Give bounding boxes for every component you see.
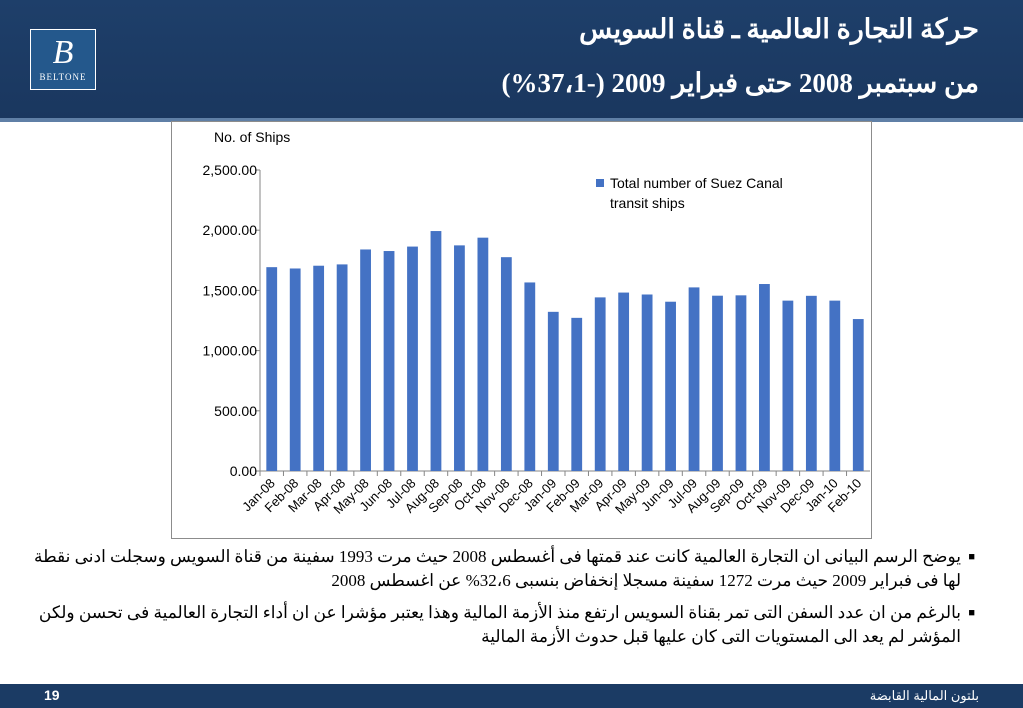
bar xyxy=(665,301,676,471)
bar xyxy=(336,264,348,471)
y-tick-label: 1,500.00 xyxy=(203,282,258,298)
bullet-item: ■ بالرغم من ان عدد السفن التى تمر بقناة … xyxy=(30,601,975,649)
header-divider xyxy=(0,118,1023,122)
slide-subtitle: من سبتمبر 2008 حتى فبراير 2009 (-37،1%) xyxy=(501,68,979,98)
bullet-square-icon: ■ xyxy=(968,607,975,619)
footer-brand: بلتون المالية القابضة xyxy=(869,688,979,703)
bar xyxy=(454,245,465,471)
bar xyxy=(430,231,442,471)
bar xyxy=(500,257,512,471)
y-tick-label: 1,000.00 xyxy=(203,343,258,359)
y-tick-label: 500.00 xyxy=(214,403,257,419)
bar-chart: No. of Ships 0.00 500.00 1,000.00 1,500.00 2,… xyxy=(203,129,870,517)
legend-label: Total number of Suez Canal xyxy=(610,175,783,191)
bar xyxy=(641,294,653,471)
bullet-list: ■ يوضح الرسم البيانى ان التجارة العالمية… xyxy=(30,545,975,657)
bar xyxy=(782,300,794,471)
bar xyxy=(594,297,606,471)
bar xyxy=(477,237,489,471)
bar xyxy=(735,295,747,471)
legend-label: transit ships xyxy=(610,195,685,211)
bar xyxy=(313,265,325,471)
logo-letter: B xyxy=(52,34,74,71)
bar xyxy=(360,249,371,471)
chart-container: No. of Ships 0.00 500.00 1,000.00 1,500.00 2,… xyxy=(171,121,872,539)
bar xyxy=(407,246,418,471)
page-number: 19 xyxy=(44,687,60,703)
slide-footer: 19 بلتون المالية القابضة xyxy=(0,684,1023,708)
y-tick-label: 2,000.00 xyxy=(203,222,258,238)
bar xyxy=(805,295,817,471)
bar xyxy=(829,300,841,471)
bar xyxy=(571,317,583,471)
logo-text: BELTONE xyxy=(39,72,87,82)
bar xyxy=(524,282,536,471)
y-axis-label: No. of Ships xyxy=(214,129,290,145)
y-tick-label: 2,500.00 xyxy=(203,162,258,178)
bar xyxy=(759,284,770,471)
bar xyxy=(266,267,278,471)
bar xyxy=(383,251,395,471)
legend-swatch xyxy=(596,179,604,187)
bullet-text: يوضح الرسم البيانى ان التجارة العالمية ك… xyxy=(33,547,961,590)
bullet-square-icon: ■ xyxy=(968,551,975,563)
slide-header: B BELTONE حركة التجارة العالمية ـ قناة ا… xyxy=(0,0,1023,118)
bar xyxy=(712,295,723,471)
bullet-item: ■ يوضح الرسم البيانى ان التجارة العالمية… xyxy=(30,545,975,593)
beltone-logo: B BELTONE xyxy=(30,29,96,90)
y-tick-label: 0.00 xyxy=(230,463,257,479)
bar xyxy=(618,292,630,471)
bar xyxy=(852,319,864,471)
bar xyxy=(289,268,301,471)
slide-title: حركة التجارة العالمية ـ قناة السويس xyxy=(579,14,979,44)
bar xyxy=(688,287,700,471)
bar xyxy=(547,311,559,471)
bullet-text: بالرغم من ان عدد السفن التى تمر بقناة ال… xyxy=(38,603,961,646)
